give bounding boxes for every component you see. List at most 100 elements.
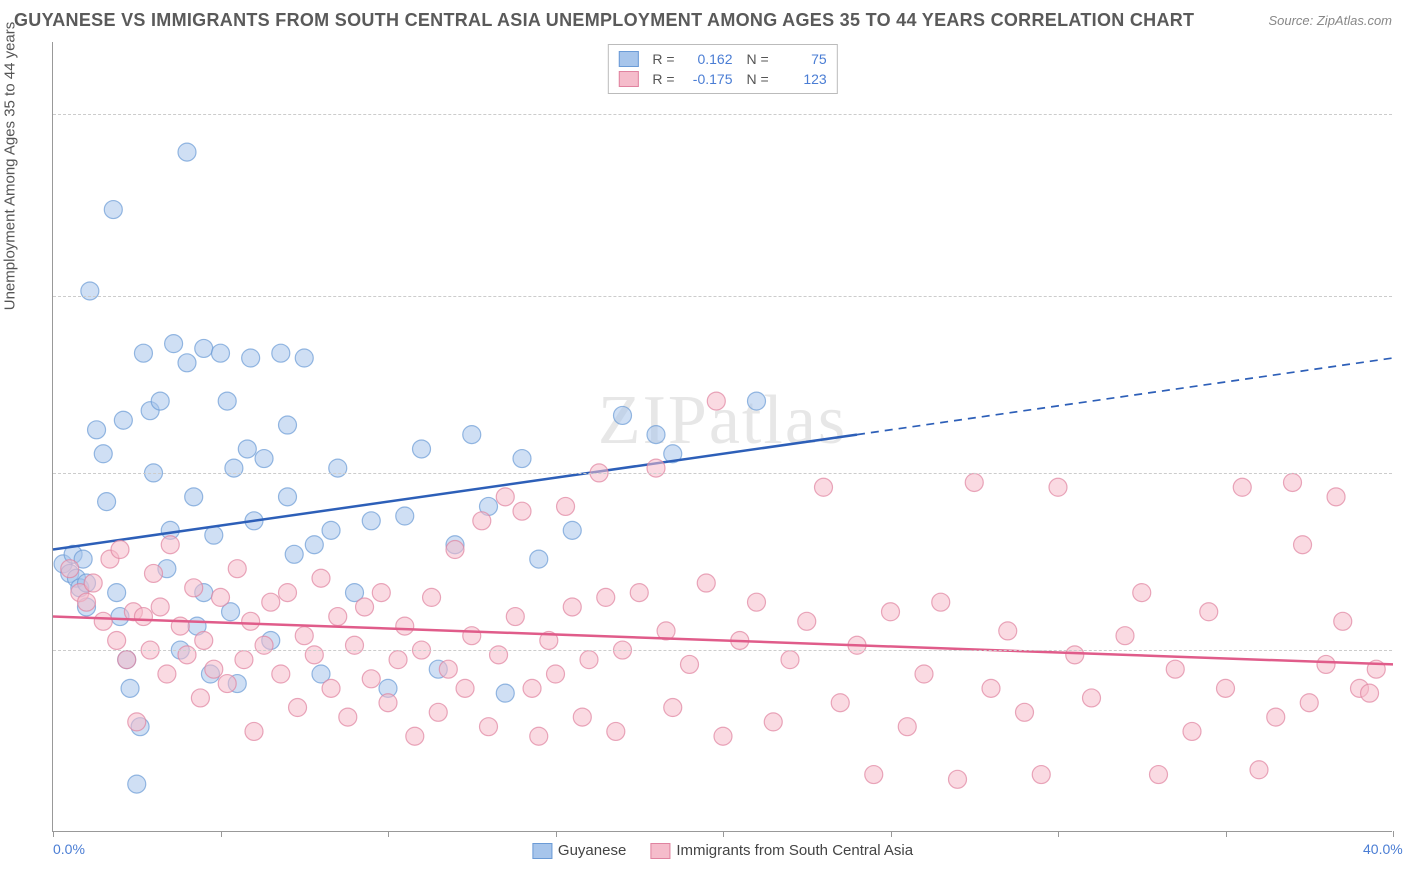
scatter-point: [178, 143, 196, 161]
scatter-point: [305, 536, 323, 554]
scatter-point: [362, 512, 380, 530]
scatter-point: [272, 665, 290, 683]
scatter-point: [396, 617, 414, 635]
scatter-point: [513, 450, 531, 468]
scatter-point: [205, 526, 223, 544]
gridline: [53, 650, 1392, 651]
scatter-point: [1200, 603, 1218, 621]
x-tick-label: 0.0%: [53, 841, 85, 857]
gridline: [53, 114, 1392, 115]
scatter-point: [285, 545, 303, 563]
scatter-point: [714, 727, 732, 745]
scatter-point: [242, 612, 260, 630]
scatter-point: [272, 344, 290, 362]
x-tick: [556, 831, 557, 837]
scatter-point: [513, 502, 531, 520]
scatter-point: [506, 608, 524, 626]
scatter-point: [1300, 694, 1318, 712]
scatter-point: [372, 584, 390, 602]
scatter-point: [798, 612, 816, 630]
scatter-point: [882, 603, 900, 621]
scatter-point: [965, 473, 983, 491]
legend-row-1: R = -0.175 N = 123: [618, 69, 826, 89]
scatter-point: [563, 521, 581, 539]
x-tick: [1058, 831, 1059, 837]
scatter-point: [305, 646, 323, 664]
scatter-point: [496, 684, 514, 702]
scatter-point: [547, 665, 565, 683]
scatter-point: [185, 488, 203, 506]
r-value-0: 0.162: [683, 51, 733, 67]
scatter-point: [242, 349, 260, 367]
scatter-point: [339, 708, 357, 726]
scatter-point: [456, 679, 474, 697]
scatter-point: [898, 718, 916, 736]
scatter-point: [322, 679, 340, 697]
scatter-point: [255, 636, 273, 654]
scatter-point: [614, 406, 632, 424]
scatter-point: [1032, 766, 1050, 784]
swatch-0: [618, 51, 638, 67]
scatter-point: [255, 450, 273, 468]
scatter-point: [134, 608, 152, 626]
scatter-point: [195, 339, 213, 357]
scatter-point: [121, 679, 139, 697]
scatter-point: [379, 694, 397, 712]
scatter-point: [151, 392, 169, 410]
scatter-point: [1284, 473, 1302, 491]
scatter-point: [312, 569, 330, 587]
scatter-point: [356, 598, 374, 616]
source-label: Source: ZipAtlas.com: [1268, 13, 1392, 28]
scatter-point: [1116, 627, 1134, 645]
scatter-point: [423, 588, 441, 606]
scatter-point: [781, 651, 799, 669]
x-tick: [1393, 831, 1394, 837]
scatter-point: [191, 689, 209, 707]
scatter-point: [262, 593, 280, 611]
scatter-point: [697, 574, 715, 592]
scatter-point: [128, 713, 146, 731]
scatter-point: [228, 560, 246, 578]
gridline: [53, 473, 1392, 474]
legend-label-0: Guyanese: [558, 842, 626, 859]
scatter-point: [413, 440, 431, 458]
x-tick: [388, 831, 389, 837]
scatter-point: [1233, 478, 1251, 496]
scatter-point: [1049, 478, 1067, 496]
scatter-point: [932, 593, 950, 611]
scatter-point: [329, 459, 347, 477]
scatter-point: [707, 392, 725, 410]
legend-swatch-1: [650, 843, 670, 859]
plot-area: ZIPatlas R = 0.162 N = 75 R = -0.175 N =…: [52, 42, 1392, 832]
scatter-point: [114, 411, 132, 429]
r-value-1: -0.175: [683, 71, 733, 87]
scatter-point: [446, 541, 464, 559]
n-label: N =: [747, 51, 769, 67]
scatter-point: [865, 766, 883, 784]
scatter-point: [463, 627, 481, 645]
x-tick: [53, 831, 54, 837]
scatter-point: [490, 646, 508, 664]
scatter-point: [473, 512, 491, 530]
scatter-point: [463, 426, 481, 444]
scatter-point: [563, 598, 581, 616]
scatter-point: [1083, 689, 1101, 707]
scatter-point: [573, 708, 591, 726]
scatter-point: [831, 694, 849, 712]
legend-row-0: R = 0.162 N = 75: [618, 49, 826, 69]
r-label: R =: [652, 71, 674, 87]
scatter-point: [647, 459, 665, 477]
scatter-point: [218, 392, 236, 410]
scatter-point: [88, 421, 106, 439]
scatter-point: [151, 598, 169, 616]
scatter-point: [165, 335, 183, 353]
scatter-point: [195, 631, 213, 649]
chart-svg: [53, 42, 1392, 831]
scatter-point: [111, 541, 129, 559]
scatter-point: [295, 627, 313, 645]
scatter-point: [104, 201, 122, 219]
scatter-point: [530, 727, 548, 745]
scatter-point: [915, 665, 933, 683]
scatter-point: [1317, 655, 1335, 673]
legend-item-1: Immigrants from South Central Asia: [650, 842, 913, 859]
